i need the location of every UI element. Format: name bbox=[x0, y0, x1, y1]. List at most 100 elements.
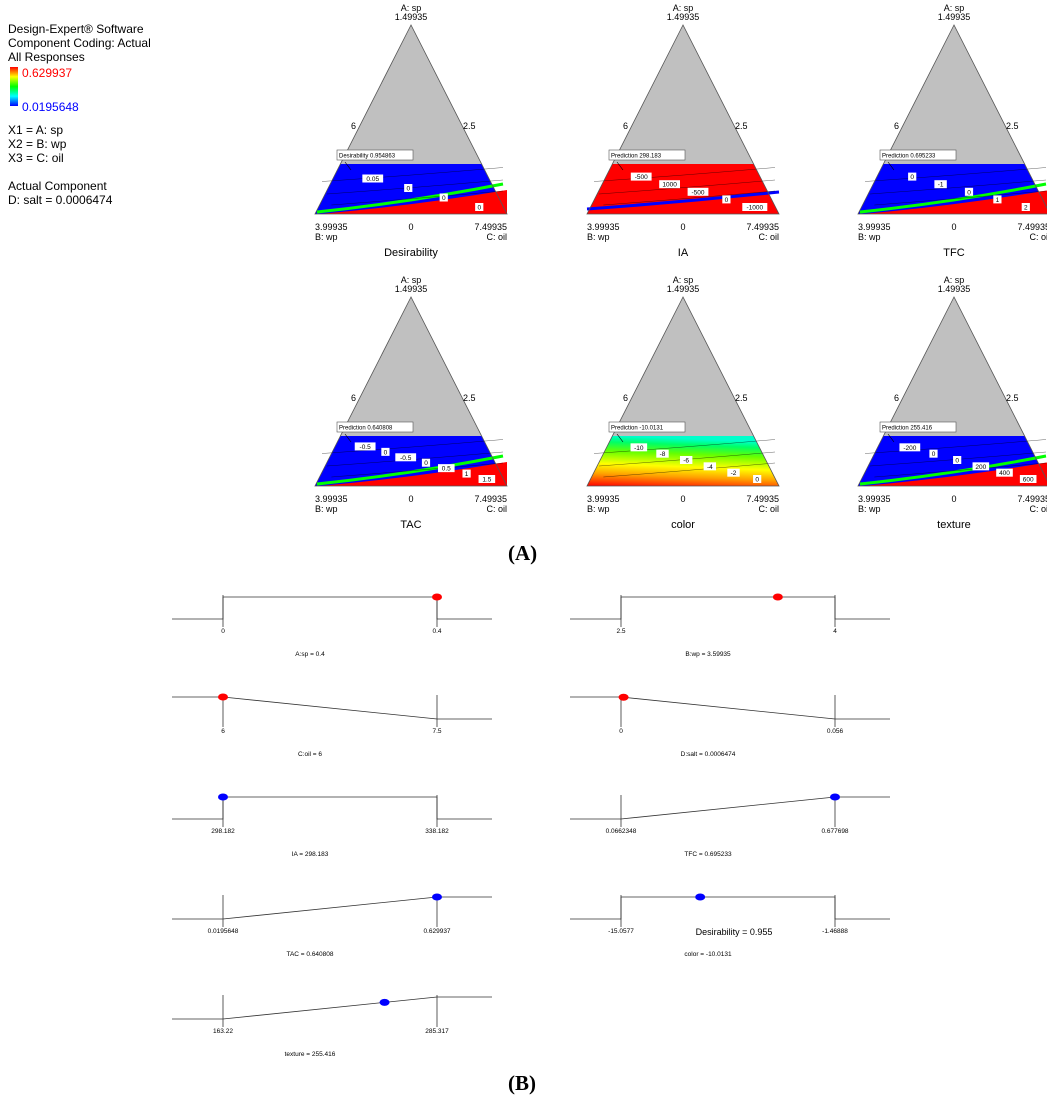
prediction-flag-box bbox=[608, 421, 686, 433]
contour-label: -4 bbox=[707, 464, 713, 471]
prediction-flag-text: Prediction -10.0131 bbox=[611, 426, 664, 432]
contour-label-box bbox=[656, 449, 669, 458]
vertex-a-label: A: sp bbox=[944, 275, 965, 285]
contour-label: 2 bbox=[1024, 205, 1028, 212]
contour-label-box bbox=[421, 458, 431, 467]
desirability-ramp: 0.0195648 0.629937 TAC = 0.640808 bbox=[172, 893, 492, 958]
contour-label-box bbox=[1021, 203, 1030, 211]
bottom-mid-tick: 0 bbox=[680, 494, 685, 504]
ternary-high-band bbox=[862, 462, 1047, 486]
vertex-b-value: 3.99935 bbox=[858, 494, 891, 504]
ternary-contour-line bbox=[864, 439, 1047, 454]
prediction-flag-text: Prediction 0.640808 bbox=[339, 426, 393, 432]
ternary-green-band bbox=[316, 454, 504, 486]
contour-label-box bbox=[753, 475, 762, 483]
contour-label-box bbox=[703, 462, 717, 471]
contour-label: 0.05 bbox=[366, 176, 379, 183]
contour-label: -0.5 bbox=[400, 455, 412, 462]
ternary-plot-title: TAC bbox=[400, 519, 421, 531]
desirability-ramp: 298.182 338.182 IA = 298.183 bbox=[172, 793, 492, 858]
ramp-marker bbox=[772, 593, 783, 601]
right-edge-tick: 2.5 bbox=[735, 121, 748, 131]
contour-label: -1 bbox=[938, 182, 944, 189]
prediction-flag-box bbox=[336, 149, 414, 161]
vertex-a-label: A: sp bbox=[673, 3, 694, 13]
vertex-c-value: 7.49935 bbox=[746, 222, 779, 232]
prediction-flag-pointer bbox=[616, 161, 624, 171]
contour-label: 1 bbox=[996, 197, 1000, 204]
contour-label: 600 bbox=[1023, 477, 1034, 484]
contour-label: 1000 bbox=[662, 182, 677, 189]
prediction-flag-box bbox=[336, 421, 414, 433]
vertex-c-value: 7.49935 bbox=[1017, 494, 1047, 504]
ternary-plot-title: IA bbox=[678, 247, 689, 259]
ramp-low-label: 6 bbox=[221, 728, 225, 735]
contour-label-box bbox=[1019, 475, 1037, 483]
contour-label: 0 bbox=[424, 460, 428, 467]
ramp-caption: IA = 298.183 bbox=[292, 851, 329, 858]
prediction-flag-text: Prediction 298.183 bbox=[611, 154, 662, 160]
vertex-b-value: 3.99935 bbox=[858, 222, 891, 232]
ramp-line bbox=[570, 796, 890, 820]
vertex-a-value: 1.49935 bbox=[395, 12, 428, 22]
prediction-flag-pointer bbox=[344, 161, 352, 171]
ramp-low-label: 0.0195648 bbox=[208, 928, 239, 935]
ternary-gray-region bbox=[883, 297, 1025, 436]
legend-actual-title: Actual Component bbox=[8, 179, 107, 193]
ternary-plot-title: color bbox=[671, 519, 695, 531]
contour-label-box bbox=[727, 468, 740, 477]
contour-label: 1 bbox=[465, 471, 469, 478]
vertex-c-value: 7.49935 bbox=[1017, 222, 1047, 232]
ternary-high-band bbox=[319, 190, 507, 214]
ternary-contour-line bbox=[326, 179, 504, 195]
contour-label: -500 bbox=[691, 189, 704, 196]
ramp-line bbox=[570, 696, 890, 720]
ternary-green-band bbox=[859, 454, 1047, 486]
vertex-c-value: 7.49935 bbox=[474, 494, 507, 504]
left-edge-tick: 6 bbox=[894, 393, 899, 403]
ternary-contour-line bbox=[321, 439, 504, 454]
ternary-outline bbox=[586, 24, 780, 215]
vertex-a-label: A: sp bbox=[401, 3, 422, 13]
vertex-b-label: B: wp bbox=[315, 504, 338, 514]
ramp-caption: B:wp = 3.59935 bbox=[685, 651, 731, 658]
panel-label-b: (B) bbox=[508, 1071, 536, 1095]
ramp-high-label: 0.629937 bbox=[423, 928, 450, 935]
ramp-caption: texture = 255.416 bbox=[285, 1051, 336, 1058]
contour-label-box bbox=[679, 456, 693, 464]
ternary-blue-band bbox=[586, 190, 780, 211]
ramp-line bbox=[172, 796, 492, 820]
ramp-marker bbox=[830, 793, 840, 801]
contour-label-box bbox=[934, 180, 947, 189]
contour-label: -1000 bbox=[746, 205, 763, 212]
contour-label-box bbox=[404, 184, 413, 192]
contour-label: -0.5 bbox=[360, 444, 372, 451]
vertex-c-label: C: oil bbox=[486, 232, 507, 242]
prediction-flag-pointer bbox=[887, 161, 895, 171]
contour-label-box bbox=[478, 475, 496, 483]
left-edge-tick: 6 bbox=[623, 393, 628, 403]
ternary-contour-line bbox=[869, 179, 1047, 195]
ramp-marker bbox=[695, 893, 706, 901]
vertex-b-value: 3.99935 bbox=[587, 222, 620, 232]
desirability-ramp: 6 7.5 C:oil = 6 bbox=[172, 693, 492, 758]
contour-label-box bbox=[953, 456, 962, 464]
contour-label-box bbox=[362, 174, 384, 183]
ramp-caption: TAC = 0.640808 bbox=[286, 951, 333, 958]
contour-label: 0.5 bbox=[442, 466, 451, 473]
ternary-gray-region bbox=[883, 25, 1025, 164]
ramp-low-label: 298.182 bbox=[211, 828, 235, 835]
contour-label-box bbox=[993, 195, 1002, 204]
vertex-c-label: C: oil bbox=[758, 232, 779, 242]
contour-label-box bbox=[659, 180, 680, 189]
contour-label-box bbox=[908, 172, 917, 181]
ternary-outline bbox=[314, 24, 508, 215]
desirability-ramp: 163.22 285.317 texture = 255.416 bbox=[172, 995, 492, 1058]
ramp-marker bbox=[379, 998, 390, 1006]
ramp-high-label: 0.056 bbox=[827, 728, 844, 735]
desirability-ramp: 0 0.056 D:salt = 0.0006474 bbox=[570, 693, 890, 758]
